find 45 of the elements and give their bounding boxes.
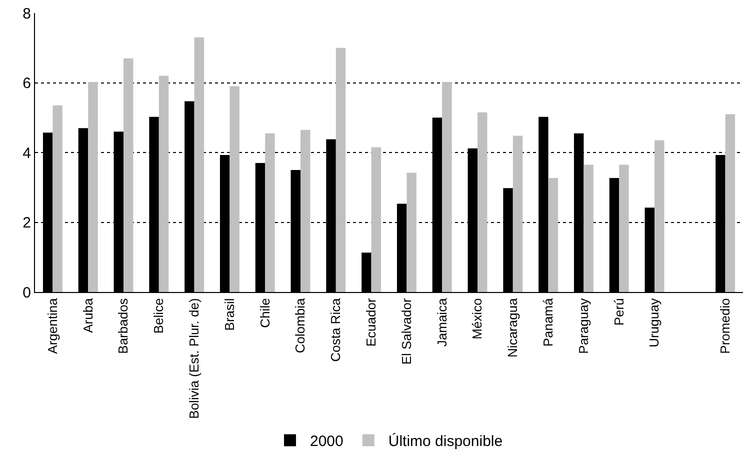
bar [265, 133, 275, 292]
x-tick-label: Barbados [116, 298, 131, 354]
bar [300, 130, 310, 292]
bar [725, 114, 736, 292]
bar [406, 172, 416, 292]
bar [548, 178, 558, 292]
x-tick-label: Panamá [540, 297, 556, 347]
y-tick-label: 0 [22, 284, 31, 302]
x-tick-label: Brasil [222, 298, 237, 331]
x-tick-label: Belice [151, 298, 166, 334]
y-tick-label: 8 [22, 5, 31, 22]
x-tick-label: Uruguay [646, 298, 662, 348]
x-tick-label: Ecuador [364, 298, 379, 347]
bar [442, 82, 452, 292]
bar [230, 86, 240, 292]
x-tick-label: Aruba [80, 297, 96, 333]
x-tick-label: Argentina [44, 297, 60, 354]
bar [584, 164, 594, 292]
y-tick-label: 6 [22, 75, 31, 92]
y-tick-label: 4 [22, 144, 31, 162]
bar [478, 112, 488, 292]
bar [52, 105, 62, 292]
x-tick-label: El Salvador [398, 298, 414, 365]
y-tick-label: 2 [22, 214, 31, 232]
x-tick-label: Promedio [718, 298, 733, 354]
bar [194, 37, 204, 292]
x-tick-label: Nicaragua [505, 297, 520, 358]
x-tick-label: Paraguay [576, 298, 591, 354]
x-tick-label: Costa Rica [328, 297, 344, 362]
x-tick-label: Perú [611, 298, 626, 326]
x-tick-label: Jamaica [434, 297, 450, 347]
bar [158, 76, 169, 292]
bar [88, 82, 98, 292]
bar [124, 58, 134, 292]
legend-label: 2000 [310, 433, 344, 450]
x-tick-label: Colombia [292, 297, 308, 354]
legend-label: Último disponible [388, 432, 503, 450]
bar [371, 147, 382, 292]
bar [619, 164, 629, 292]
x-tick-label: México [470, 298, 485, 340]
bar [654, 140, 664, 292]
x-tick-label: Bolivia (Est. Plur. de) [186, 298, 202, 419]
bar [512, 136, 523, 292]
x-tick-label: Chile [257, 298, 272, 328]
bar [336, 48, 346, 292]
